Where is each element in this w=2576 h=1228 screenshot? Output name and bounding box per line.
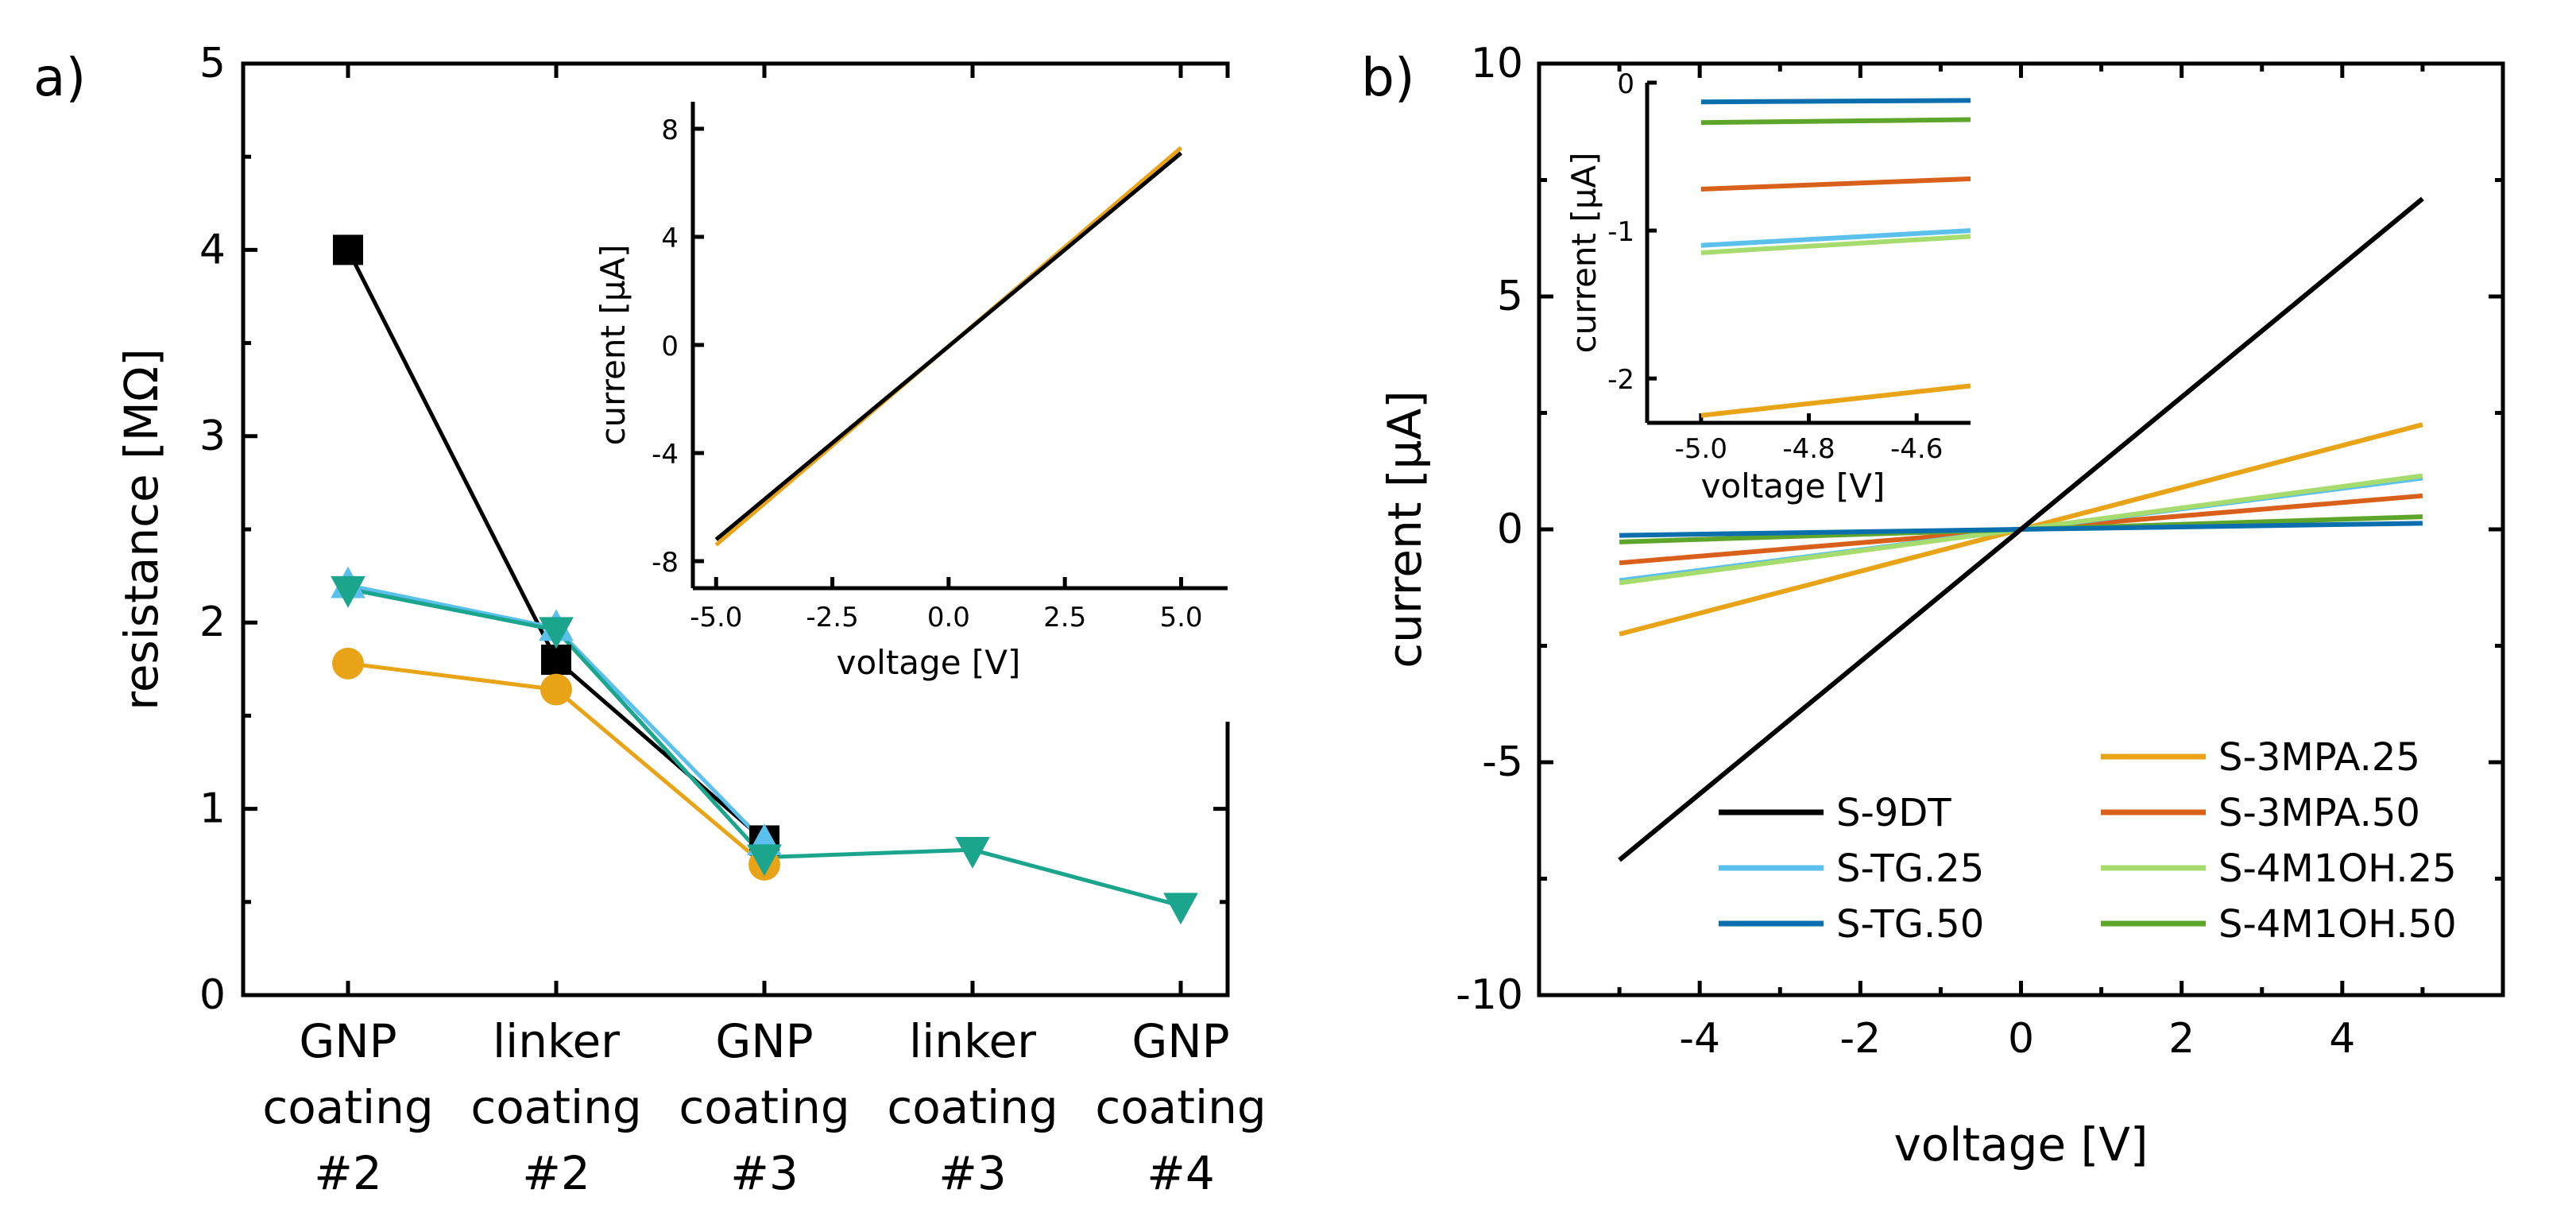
panel-b-xtick-label: -2 — [1839, 1015, 1881, 1063]
panel-b-xtick-label: 4 — [2329, 1015, 2355, 1063]
panel-b-ytick-label: -5 — [1482, 738, 1523, 786]
panel-b-inset-ytick-label: -1 — [1607, 216, 1634, 248]
panel-b-xlabel: voltage [V] — [1893, 1118, 2148, 1172]
panel-a-inset-ytick-label: 0 — [661, 331, 679, 362]
panel-b-inset-series-line — [1700, 383, 1971, 418]
panel-a-category-line2: coating — [887, 1080, 1058, 1134]
panel-a-inset-ytick-label: -4 — [652, 439, 679, 471]
panel-b-legend-label: S-3MPA.25 — [2218, 735, 2420, 780]
panel-a-inset-xtick-label: 5.0 — [1159, 602, 1202, 633]
panel-a-category-line3: #3 — [938, 1146, 1007, 1200]
panel-a-category-line2: coating — [1095, 1080, 1266, 1134]
panel-a-category-line2: coating — [262, 1080, 433, 1134]
panel-b-inset-ylabel: current [µA] — [1565, 152, 1603, 353]
panel-b-legend-label: S-TG.25 — [1836, 846, 1984, 891]
panel-b-legend-label: S-9DT — [1836, 791, 1951, 835]
panel-a-ylabel: resistance [MΩ] — [114, 348, 168, 710]
panel-b-ytick-label: -10 — [1456, 971, 1523, 1019]
panel-a-inset-ytick-label: -8 — [652, 547, 679, 579]
panel-b-legend-label: S-3MPA.50 — [2218, 791, 2420, 835]
panel-a-data-point — [747, 844, 782, 877]
panel-b-inset-background — [1647, 83, 1971, 423]
panel-a-data-point — [955, 837, 990, 869]
panel-a-category-line3: #4 — [1147, 1146, 1215, 1200]
panel-a-inset-series-line — [714, 151, 1183, 541]
panel-a-category-line2: coating — [679, 1080, 849, 1134]
panel-a-data-point — [332, 647, 364, 680]
panel-a-ytick-label: 0 — [199, 971, 226, 1019]
panel-b-xtick-label: 2 — [2168, 1015, 2195, 1063]
panel-a-label: a) — [33, 47, 86, 108]
panel-b-inset-series-line — [1700, 117, 1971, 126]
panel-a-ytick-label: 3 — [199, 413, 226, 460]
panel-b-ytick-label: 5 — [1497, 273, 1523, 320]
panel-a-ytick-label: 5 — [199, 40, 226, 87]
panel-a-inset-ytick-label: 4 — [661, 223, 679, 254]
panel-b-inset-series-line — [1700, 234, 1971, 255]
panel-b-ytick-label: 0 — [1497, 506, 1523, 553]
panel-a-category-line3: #2 — [314, 1146, 382, 1200]
panel-a-inset-ylabel: current [µA] — [594, 244, 632, 445]
panel-b-inset-series-line — [1700, 176, 1971, 192]
panel-a-inset-xtick-label: 0.0 — [927, 602, 970, 633]
panel-b-inset-ytick-label: -2 — [1607, 364, 1634, 396]
panel-b-inset-series-line — [1700, 228, 1971, 248]
panel-b-inset-xtick-label: -4.8 — [1782, 433, 1835, 465]
panel-a-data-point — [541, 645, 571, 676]
panel-a-inset-xtick-label: -5.0 — [690, 602, 742, 633]
panel-a-category-line1: GNP — [299, 1014, 396, 1068]
panel-a-data-point — [540, 673, 572, 706]
panel-a-category-line3: #3 — [730, 1146, 799, 1200]
panel-a-category-line1: linker — [909, 1014, 1036, 1068]
panel-a-ytick-label: 1 — [199, 785, 226, 833]
panel-a-data-point — [331, 575, 366, 608]
panel-a-category-line1: linker — [493, 1014, 620, 1068]
panel-a-inset-xtick-label: -2.5 — [806, 602, 858, 633]
panel-a: a) 0 1 2 3 4 5 resistance [MΩ] GNP coating #2 linke… — [33, 40, 1267, 1200]
panel-b-ylabel: current [µA] — [1378, 390, 1432, 668]
panel-a-inset-background — [671, 78, 1259, 722]
panel-b-ytick-label: 10 — [1471, 40, 1523, 87]
panel-b-legend-label: S-TG.50 — [1836, 902, 1984, 947]
panel-b-legend-label: S-4M1OH.50 — [2218, 902, 2457, 947]
panel-a-category-line3: #2 — [522, 1146, 590, 1200]
panel-b-inset-series-line — [1700, 98, 1971, 105]
panel-a-data-point — [539, 617, 574, 649]
panel-b-xtick-label: 0 — [2008, 1015, 2034, 1063]
panel-b-inset-xtick-label: -5.0 — [1675, 433, 1727, 465]
panel-a-ytick-label: 4 — [199, 226, 226, 273]
panel-b-series-line — [1618, 196, 2424, 862]
panel-b-xtick-label: -4 — [1679, 1015, 1720, 1063]
panel-a-category-line2: coating — [470, 1080, 641, 1134]
panel-b-inset-xtick-label: -4.6 — [1890, 433, 1943, 465]
panel-a-inset-xtick-label: 2.5 — [1043, 602, 1086, 633]
panel-b-label: b) — [1361, 47, 1415, 108]
panel-a-data-point — [333, 234, 363, 265]
panel-a-inset-xlabel: voltage [V] — [837, 643, 1021, 682]
panel-a-category-line1: GNP — [715, 1014, 813, 1068]
panel-a-category-line1: GNP — [1131, 1014, 1229, 1068]
panel-b-inset-xlabel: voltage [V] — [1701, 467, 1886, 506]
panel-b-inset-ytick-label: 0 — [1617, 68, 1634, 100]
panel-a-ytick-label: 2 — [199, 599, 226, 646]
panel-a-data-point — [1163, 893, 1198, 925]
panel-a-inset-ytick-label: 8 — [661, 114, 679, 146]
panel-b-legend-label: S-4M1OH.25 — [2218, 846, 2457, 891]
